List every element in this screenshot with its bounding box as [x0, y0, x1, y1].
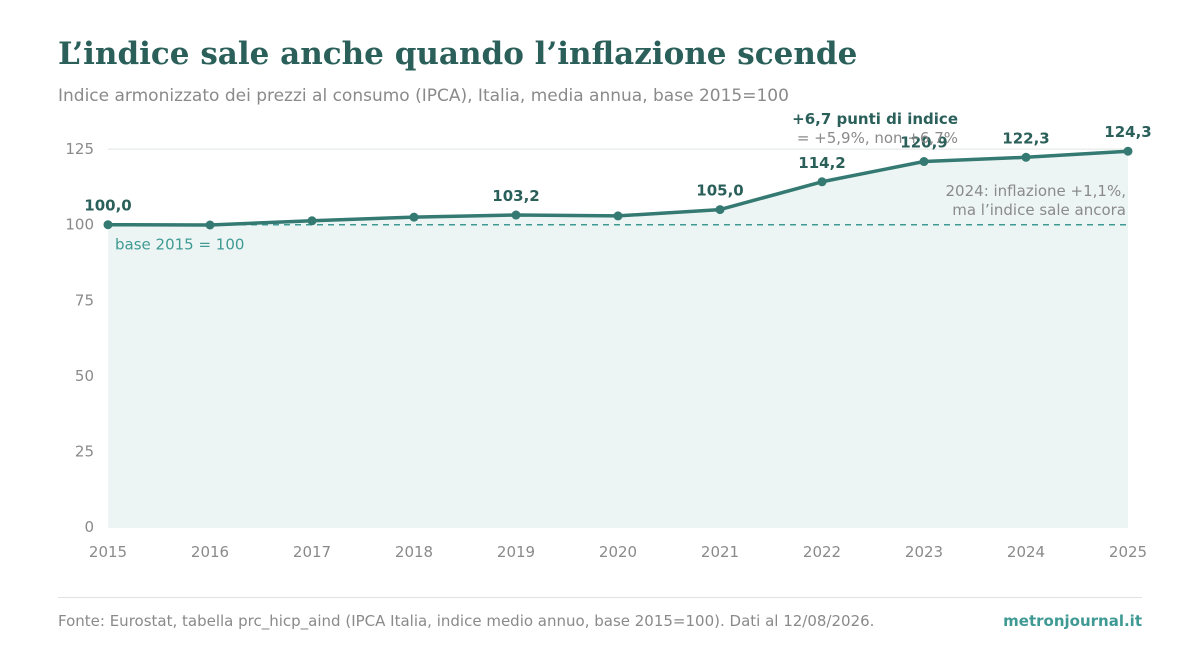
annotation-inflation-line1: 2024: inflazione +1,1%,: [946, 182, 1126, 200]
x-tick-label-2015: 2015: [89, 543, 127, 561]
annotation-inflation-line2: ma l’indice sale ancora: [952, 201, 1126, 219]
chart-subtitle: Indice armonizzato dei prezzi al consumo…: [58, 86, 789, 106]
data-point-2018: [409, 212, 419, 222]
data-point-2016: [205, 220, 215, 230]
data-point-2025: [1123, 146, 1133, 156]
y-tick-label-125: 125: [65, 140, 94, 158]
x-tick-label-2020: 2020: [599, 543, 637, 561]
y-tick-label-100: 100: [65, 216, 94, 234]
y-axis-ticks: 0 25 50 75 100 125: [65, 140, 94, 536]
data-point-2021: [715, 205, 725, 215]
data-point-2020: [613, 211, 623, 221]
data-label-2022: 114,2: [798, 154, 845, 172]
x-axis-ticks: 2015 2016 2017 2018 2019 2020 2021 2022 2023 2024…: [89, 543, 1147, 561]
data-label-2025: 124,3: [1104, 123, 1151, 141]
baseline-label: base 2015 = 100: [115, 236, 244, 254]
y-tick-label-75: 75: [75, 291, 94, 309]
x-tick-label-2019: 2019: [497, 543, 535, 561]
data-label-2021: 105,0: [696, 182, 743, 200]
data-points: [103, 146, 1133, 230]
data-point-2017: [307, 216, 317, 226]
data-label-2019: 103,2: [492, 187, 539, 205]
data-label-2024: 122,3: [1002, 129, 1049, 147]
data-point-2022: [817, 177, 827, 187]
data-label-2015: 100,0: [84, 197, 131, 215]
brand-link[interactable]: metronjournal.it: [1003, 612, 1142, 630]
x-tick-label-2017: 2017: [293, 543, 331, 561]
x-tick-label-2023: 2023: [905, 543, 943, 561]
data-point-2024: [1021, 152, 1031, 162]
x-tick-label-2022: 2022: [803, 543, 841, 561]
y-tick-label-25: 25: [75, 442, 94, 460]
x-tick-label-2025: 2025: [1109, 543, 1147, 561]
footer-divider: [58, 597, 1142, 598]
annotation-points-title: +6,7 punti di indice: [792, 110, 958, 128]
y-tick-label-50: 50: [75, 367, 94, 385]
y-tick-label-0: 0: [84, 518, 94, 536]
x-tick-label-2016: 2016: [191, 543, 229, 561]
area-fill: [108, 151, 1128, 527]
annotation-points-note: = +5,9%, non +6,7%: [797, 129, 958, 147]
data-point-2023: [919, 157, 929, 167]
x-tick-label-2018: 2018: [395, 543, 433, 561]
data-point-2015: [103, 220, 113, 230]
x-tick-label-2024: 2024: [1007, 543, 1045, 561]
x-tick-label-2021: 2021: [701, 543, 739, 561]
data-labels: 100,0 103,2 105,0 114,2 120,9 122,3 124,3: [84, 123, 1151, 214]
chart-title: L’indice sale anche quando l’inflazione …: [58, 36, 858, 72]
data-label-2023: 120,9: [900, 134, 947, 152]
source-note: Fonte: Eurostat, tabella prc_hicp_aind (…: [58, 612, 875, 630]
data-point-2019: [511, 210, 521, 220]
